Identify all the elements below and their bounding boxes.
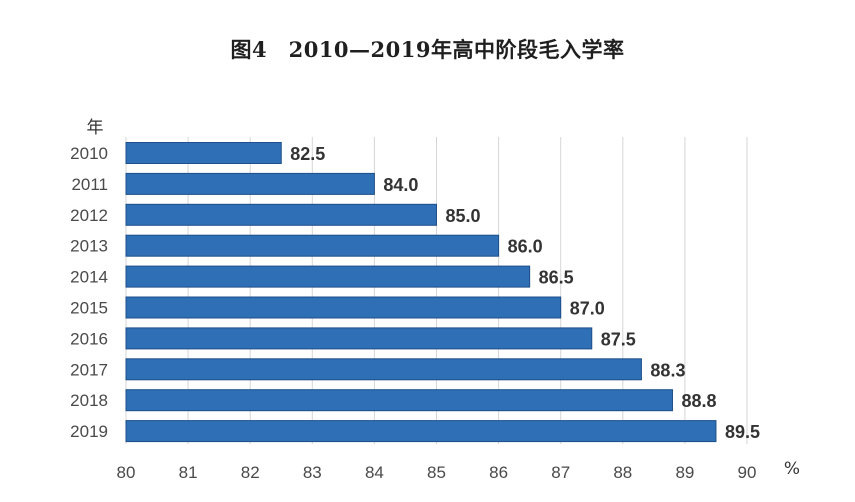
x-tick-label: 86 — [489, 463, 508, 482]
bar — [125, 142, 282, 164]
x-tick-label: 81 — [179, 463, 198, 482]
data-label: 86.5 — [539, 268, 574, 288]
data-label: 85.0 — [446, 206, 481, 226]
y-tick-label: 2010 — [70, 144, 108, 163]
y-tick-label: 2012 — [70, 206, 108, 225]
x-tick-label: 83 — [303, 463, 322, 482]
bar — [125, 203, 437, 226]
data-label: 87.5 — [601, 329, 636, 349]
data-label: 84.0 — [383, 175, 418, 195]
data-label: 89.5 — [725, 422, 760, 442]
x-axis-label: % — [784, 459, 800, 479]
y-tick-label: 2016 — [70, 329, 108, 348]
x-tick-label: 88 — [613, 463, 632, 482]
y-tick-label: 2013 — [70, 237, 108, 256]
data-label: 82.5 — [290, 144, 325, 164]
bar — [125, 420, 717, 443]
bar — [125, 358, 642, 381]
bar — [125, 327, 593, 350]
data-label: 87.0 — [570, 299, 605, 319]
bar — [125, 389, 673, 412]
x-tick-label: 87 — [551, 463, 570, 482]
data-label: 88.3 — [650, 360, 685, 380]
x-tick-label: 85 — [427, 463, 446, 482]
bar — [125, 234, 500, 257]
y-tick-label: 2017 — [70, 360, 108, 379]
chart-title: 图4 2010—2019年高中阶段毛入学率 — [230, 37, 625, 62]
y-tick-label: 2018 — [70, 391, 108, 410]
y-tick-label: 2014 — [70, 268, 108, 287]
x-tick-label: 84 — [365, 463, 384, 482]
x-tick-label: 82 — [241, 463, 260, 482]
data-label: 88.8 — [681, 391, 716, 411]
y-tick-label: 2015 — [70, 299, 108, 318]
bar — [125, 172, 375, 195]
x-tick-label: 89 — [675, 463, 694, 482]
x-tick-label: 90 — [738, 463, 757, 482]
bar — [125, 296, 562, 319]
x-tick-label: 80 — [117, 463, 136, 482]
bar — [125, 265, 531, 288]
y-tick-label: 2011 — [71, 175, 108, 194]
y-tick-label: 2019 — [70, 422, 108, 441]
data-label: 86.0 — [508, 237, 543, 257]
y-axis-label: 年 — [87, 118, 104, 138]
